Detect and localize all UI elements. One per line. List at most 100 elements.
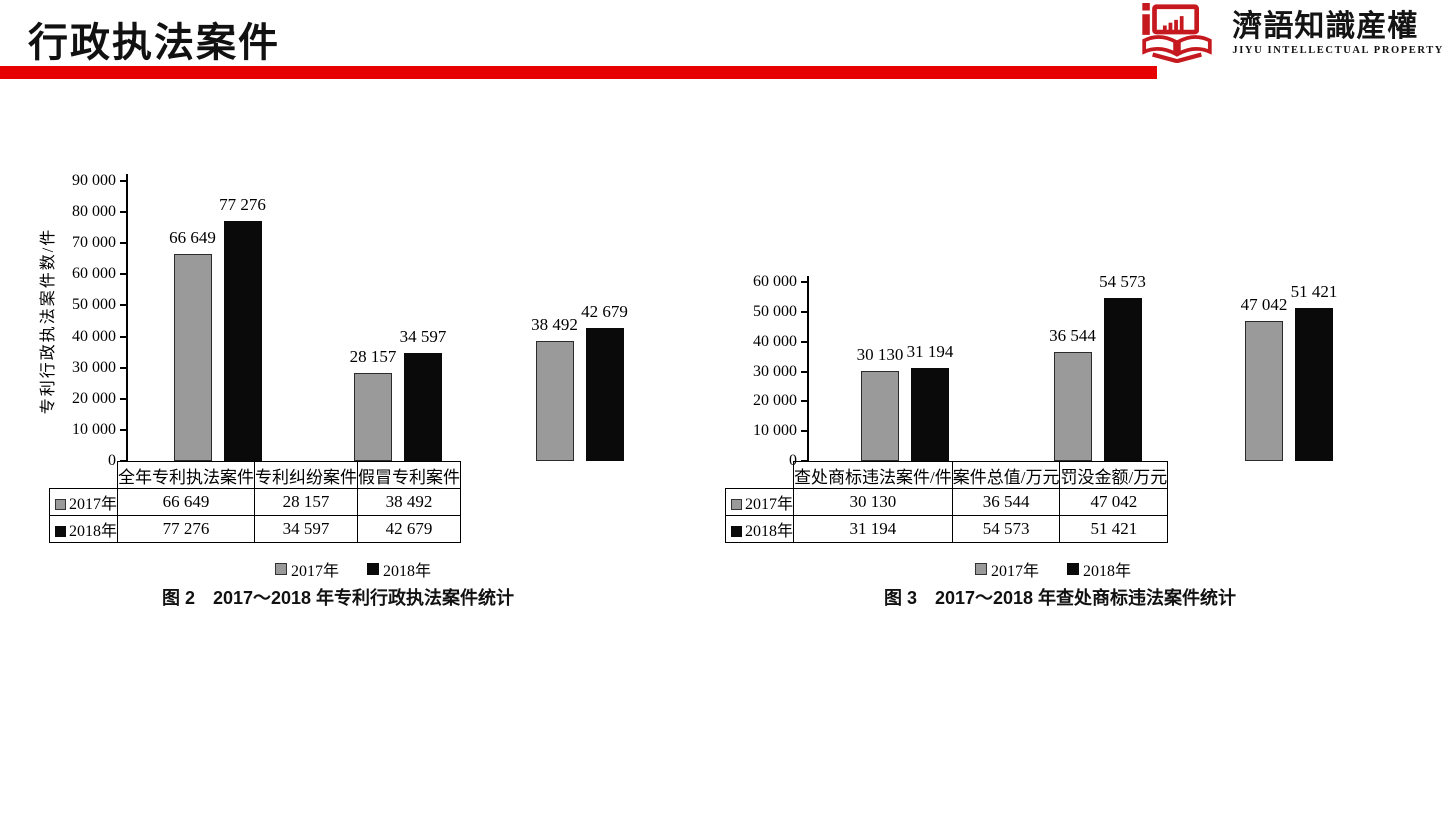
figure-caption: 图 2 2017～2018 年专利行政执法案件统计 <box>161 588 515 608</box>
table-row: 2017年 30 130 36 544 47 042 <box>724 488 1169 516</box>
table-corner-blank <box>726 462 794 489</box>
bar-2017年 <box>354 373 392 461</box>
category-header-cell: 查处商标违法案件/件 <box>793 461 953 489</box>
bar-2017年 <box>173 253 212 461</box>
bar-value-label: 31 194 <box>906 341 954 361</box>
bar-value-label: 34 597 <box>399 327 447 347</box>
bar-value-label: 30 130 <box>856 345 904 365</box>
value-cell: 47 042 <box>1059 488 1169 516</box>
logo-name-cn: 濟語知識産權 <box>1232 9 1419 45</box>
chart-legend: 2017年 2018年 <box>974 557 1131 581</box>
bar-2018年 <box>911 367 949 461</box>
y-tick-label: 30 000 <box>72 358 116 376</box>
series-label-cell: 2018年 <box>48 515 119 543</box>
table-row: 2018年 31 194 54 573 51 421 <box>724 515 1169 543</box>
bar-value-label: 51 421 <box>1290 281 1338 301</box>
y-tick-mark <box>120 397 128 400</box>
page-title: 行政执法案件 <box>28 19 280 66</box>
series-label-cell: 2017年 <box>724 488 795 516</box>
value-cell: 28 157 <box>254 488 359 516</box>
figure-caption: 图 3 2017～2018 年查处商标违法案件统计 <box>883 588 1237 608</box>
bar-2018年 <box>223 220 262 461</box>
y-tick-mark <box>801 430 809 433</box>
y-tick-mark <box>120 428 128 431</box>
table-corner-blank <box>50 462 118 489</box>
y-tick-label: 60 000 <box>72 265 116 283</box>
y-tick-mark <box>120 273 128 276</box>
logo: 濟語知識産權 JIYU INTELLECTUAL PROPERTY <box>1130 3 1444 63</box>
chart-data-table: 全年专利执法案件 专利纠纷案件 假冒专利案件 2017年 66 649 28 157 38 … <box>48 461 462 543</box>
bar-2018年 <box>1295 307 1333 461</box>
bar-2018年 <box>1103 298 1142 461</box>
y-tick-mark <box>801 310 809 313</box>
y-tick-mark <box>801 370 809 373</box>
legend-swatch-icon <box>731 499 742 510</box>
value-cell: 34 597 <box>254 515 359 543</box>
chart-data-table: 查处商标违法案件/件 案件总值/万元 罚没金额/万元 2017年 30 130 36 54… <box>724 461 1169 543</box>
table-row: 2017年 66 649 28 157 38 492 <box>48 488 462 516</box>
value-cell: 38 492 <box>357 488 462 516</box>
series-label-cell: 2018年 <box>724 515 795 543</box>
bar-2017年 <box>1245 320 1283 461</box>
y-tick-label: 40 000 <box>72 327 116 345</box>
y-axis-title: 专利行政执法案件数/件 <box>40 227 57 415</box>
logo-name-en: JIYU INTELLECTUAL PROPERTY <box>1232 44 1444 56</box>
bar-value-label: 28 157 <box>349 347 397 367</box>
legend-swatch-icon <box>367 563 379 575</box>
legend-swatch-icon <box>974 563 987 575</box>
bar-2018年 <box>404 353 442 461</box>
y-tick-mark <box>801 340 809 343</box>
value-cell: 42 679 <box>357 515 462 543</box>
bar-2017年 <box>1053 351 1092 461</box>
y-tick-label: 50 000 <box>753 302 797 320</box>
y-tick-mark <box>120 304 128 307</box>
y-axis <box>126 174 128 461</box>
y-tick-label: 20 000 <box>72 389 116 407</box>
bar-value-label: 36 544 <box>1049 325 1096 345</box>
y-tick-label: 90 000 <box>72 172 116 189</box>
y-tick-label: 30 000 <box>753 362 797 380</box>
value-cell: 36 544 <box>951 488 1061 516</box>
y-axis <box>807 276 809 461</box>
category-header-cell: 案件总值/万元 <box>951 461 1061 489</box>
y-tick-mark <box>120 335 128 338</box>
bar-value-label: 38 492 <box>531 315 578 335</box>
y-tick-mark <box>120 366 128 369</box>
y-tick-label: 70 000 <box>72 234 116 252</box>
y-tick-label: 80 000 <box>72 203 116 221</box>
category-header-cell: 全年专利执法案件 <box>117 461 256 489</box>
y-tick-mark <box>120 211 128 214</box>
y-tick-label: 0 <box>108 452 116 469</box>
chart-legend: 2017年 2018年 <box>274 557 431 581</box>
bar-2017年 <box>535 341 574 461</box>
value-cell: 66 649 <box>117 488 256 516</box>
bar-2017年 <box>861 371 899 461</box>
value-cell: 54 573 <box>951 515 1061 543</box>
value-cell: 31 194 <box>793 515 953 543</box>
y-tick-label: 60 000 <box>753 273 797 290</box>
value-cell: 30 130 <box>793 488 953 516</box>
y-tick-label: 10 000 <box>72 420 116 438</box>
value-cell: 77 276 <box>117 515 256 543</box>
y-tick-mark <box>120 242 128 245</box>
y-tick-mark <box>801 281 809 283</box>
table-header-row: 全年专利执法案件 专利纠纷案件 假冒专利案件 <box>50 461 462 489</box>
y-tick-label: 20 000 <box>753 392 797 410</box>
legend-item: 2018年 <box>1067 557 1131 581</box>
legend-swatch-icon <box>731 526 742 537</box>
value-cell: 51 421 <box>1059 515 1169 543</box>
logo-text: 濟語知識産權 JIYU INTELLECTUAL PROPERTY <box>1232 10 1444 56</box>
bar-value-label: 77 276 <box>219 194 266 214</box>
y-tick-mark <box>801 400 809 403</box>
y-tick-label: 40 000 <box>753 332 797 350</box>
category-header-cell: 专利纠纷案件 <box>254 461 359 489</box>
bar-value-label: 66 649 <box>169 227 216 247</box>
legend-item: 2017年 <box>274 557 339 581</box>
series-label-cell: 2017年 <box>48 488 119 516</box>
bar-2018年 <box>585 328 624 461</box>
logo-book-icon <box>1142 3 1213 63</box>
y-tick-label: 50 000 <box>72 296 116 314</box>
legend-swatch-icon <box>274 563 287 575</box>
